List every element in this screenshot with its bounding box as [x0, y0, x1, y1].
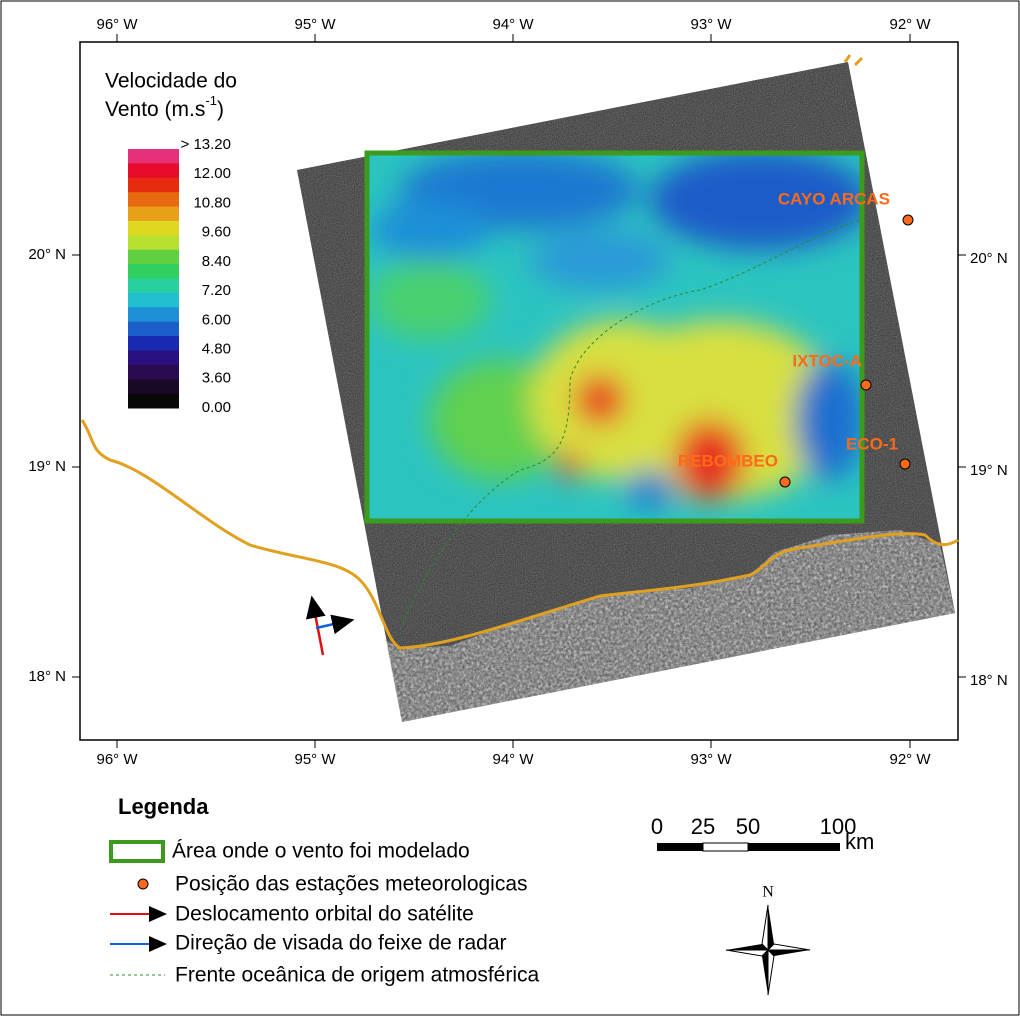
- scale-bar: [657, 843, 840, 851]
- station-dot: [903, 215, 913, 225]
- map-figure: > 13.20 12.00 10.80 9.60 8.40 7.20 6.00 4.80 3.6…: [0, 0, 1020, 1016]
- lon-label: 94° W: [492, 16, 534, 33]
- colorbar-title: Velocidade do: [105, 70, 237, 93]
- lon-label: 93° W: [690, 16, 732, 33]
- colorbar-swatch: [128, 178, 179, 193]
- scale-label: 50: [736, 814, 760, 839]
- colorbar-swatch: [128, 192, 179, 207]
- scale-label: 0: [651, 814, 663, 839]
- colorbar-swatch: [128, 235, 179, 250]
- title-superscript: -1: [205, 93, 217, 108]
- colorbar-label: 4.80: [202, 341, 231, 358]
- colorbar-label: 8.40: [202, 253, 231, 270]
- colorbar-label: > 13.20: [181, 136, 231, 153]
- lat-label: 20° N: [970, 250, 1008, 267]
- colorbar-swatch: [128, 307, 179, 322]
- lon-label: 95° W: [294, 16, 336, 33]
- colorbar-swatch: [128, 149, 179, 164]
- lon-label: 96° W: [96, 16, 138, 33]
- station-dot: [861, 380, 871, 390]
- lat-label: 19° N: [28, 458, 66, 475]
- legend-item: Posição das estações meteorologicas: [175, 873, 528, 896]
- legend-item: Área onde o vento foi modelado: [172, 840, 470, 863]
- scale-unit: km: [845, 829, 874, 854]
- colorbar-swatch: [128, 221, 179, 236]
- lon-label: 95° W: [294, 751, 336, 768]
- colorbar-swatch: [128, 250, 179, 265]
- colorbar-label: 9.60: [202, 224, 231, 241]
- colorbar-swatch: [128, 279, 179, 294]
- colorbar-swatch: [128, 163, 179, 178]
- colorbar-swatch: [128, 322, 179, 337]
- colorbar-swatch: [128, 264, 179, 279]
- colorbar-swatch: [128, 394, 179, 409]
- colorbar-label: 6.00: [202, 311, 231, 328]
- legend-item: Direção de visada do feixe de radar: [175, 932, 507, 955]
- colorbar-label: 0.00: [202, 399, 231, 416]
- colorbar-label: 10.80: [193, 194, 231, 211]
- legend-dot-symbol: [138, 879, 148, 889]
- colorbar-swatch: [128, 207, 179, 222]
- lon-label: 93° W: [690, 751, 732, 768]
- title-closing: ): [217, 98, 224, 121]
- station-label: ECO-1: [846, 434, 898, 453]
- compass-label: N: [762, 884, 774, 901]
- colorbar-swatch: [128, 293, 179, 308]
- legend-item: Deslocamento orbital do satélite: [175, 903, 474, 926]
- station-label: REBOMBEO: [678, 451, 778, 470]
- lon-label: 92° W: [889, 751, 931, 768]
- title-text: Vento (m.s: [105, 98, 205, 121]
- colorbar-swatch: [128, 350, 179, 365]
- colorbar-swatch: [128, 365, 179, 380]
- station-dot: [900, 459, 910, 469]
- legend-title: Legenda: [118, 794, 209, 819]
- lat-label: 18° N: [970, 672, 1008, 689]
- lat-label: 19° N: [970, 462, 1008, 479]
- lon-label: 94° W: [492, 751, 534, 768]
- station-label: CAYO ARCAS: [778, 189, 890, 208]
- colorbar-label: 7.20: [202, 282, 231, 299]
- lat-label: 18° N: [28, 668, 66, 685]
- legend-item: Frente oceânica de origem atmosférica: [175, 964, 539, 987]
- lon-label: 92° W: [889, 16, 931, 33]
- station-dot: [780, 477, 790, 487]
- station-label: IXTOC-A: [792, 351, 862, 370]
- lat-label: 20° N: [28, 246, 66, 263]
- scale-label: 25: [691, 814, 715, 839]
- lon-label: 96° W: [96, 751, 138, 768]
- colorbar-label: 12.00: [193, 165, 231, 182]
- colorbar-swatch: [128, 336, 179, 351]
- colorbar-label: 3.60: [202, 370, 231, 387]
- colorbar-swatch: [128, 379, 179, 394]
